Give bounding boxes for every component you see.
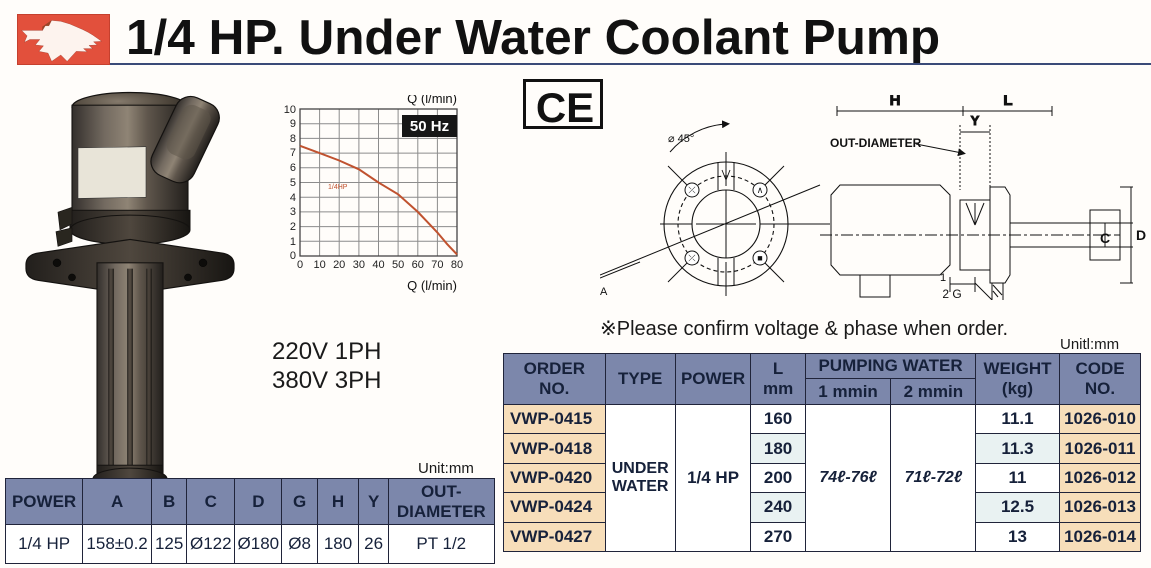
svg-text:20: 20	[333, 259, 345, 271]
svg-text:6: 6	[290, 162, 296, 174]
svg-text:80: 80	[451, 259, 463, 271]
svg-text:1/4HP: 1/4HP	[328, 184, 348, 191]
svg-text:50 Hz: 50 Hz	[410, 118, 449, 135]
svg-text:D: D	[1136, 227, 1146, 243]
svg-text:1: 1	[290, 236, 296, 248]
svg-text:2: 2	[290, 221, 296, 233]
svg-text:5: 5	[290, 177, 296, 189]
svg-text:3: 3	[290, 206, 296, 218]
svg-text:OUT-DIAMETER: OUT-DIAMETER	[830, 136, 922, 150]
svg-text:4: 4	[290, 192, 296, 204]
svg-text:∧: ∧	[757, 185, 764, 195]
svg-text:⤫: ⤫	[688, 185, 695, 195]
svg-text:10: 10	[313, 259, 325, 271]
svg-text:A: A	[600, 286, 608, 298]
svg-text:■: ■	[757, 253, 762, 263]
svg-text:H: H	[890, 95, 901, 109]
svg-text:⤫: ⤫	[688, 253, 695, 263]
svg-text:1: 1	[940, 272, 946, 284]
svg-text:8: 8	[290, 133, 296, 145]
svg-text:Y: Y	[971, 113, 980, 128]
svg-text:50: 50	[392, 259, 404, 271]
svg-text:⌀ 45°: ⌀ 45°	[668, 133, 694, 145]
svg-text:0: 0	[297, 259, 303, 271]
svg-text:0: 0	[290, 250, 296, 262]
svg-text:7: 7	[290, 147, 296, 159]
svg-text:CE: CE	[536, 84, 594, 131]
svg-text:70: 70	[431, 259, 443, 271]
svg-text:40: 40	[372, 259, 384, 271]
svg-text:30: 30	[353, 259, 365, 271]
svg-text:2 G: 2 G	[942, 287, 961, 300]
svg-text:C: C	[1100, 230, 1110, 246]
svg-text:L: L	[1003, 95, 1012, 109]
svg-text:9: 9	[290, 118, 296, 130]
svg-text:60: 60	[412, 259, 424, 271]
svg-text:Q (l/min): Q (l/min)	[407, 95, 457, 106]
svg-text:Q (l/min): Q (l/min)	[407, 278, 457, 293]
svg-text:10: 10	[284, 104, 296, 116]
